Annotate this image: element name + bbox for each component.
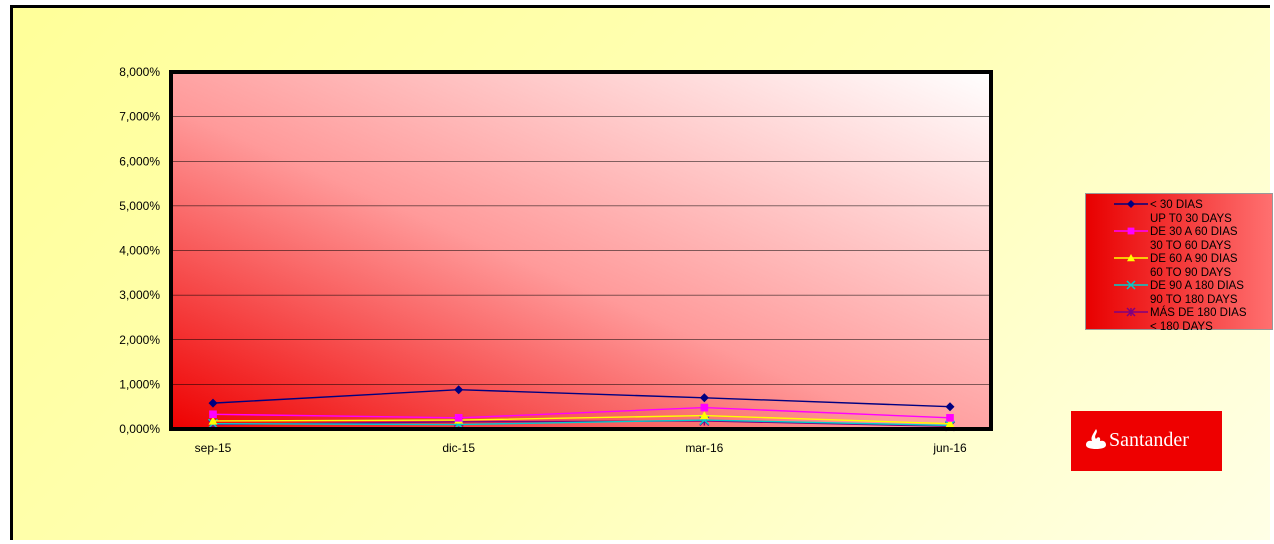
data-point — [700, 403, 709, 412]
legend-swatch — [1114, 307, 1148, 317]
flame-icon — [1086, 429, 1106, 449]
x-tick-label: dic-15 — [442, 441, 475, 455]
series-line — [212, 406, 951, 419]
legend-label: MÁS DE 180 DIAS < 180 DAYS — [1150, 306, 1247, 334]
legend-item: DE 30 A 60 DIAS 30 TO 60 DAYS — [1086, 225, 1274, 253]
data-point — [945, 419, 955, 428]
chart-legend: < 30 DIAS UP T0 30 DAYS DE 30 A 60 DIAS 30 … — [1085, 193, 1274, 333]
data-point — [945, 402, 955, 412]
data-point — [1126, 280, 1136, 290]
legend-label: < 30 DIAS UP T0 30 DAYS — [1150, 198, 1232, 226]
x-tick-label: jun-16 — [932, 441, 967, 455]
y-tick-label: 4,000% — [119, 244, 160, 258]
legend-label-es: MÁS DE 180 DIAS — [1150, 307, 1247, 319]
legend-label: DE 90 A 180 DIAS 90 TO 180 DAYS — [1150, 279, 1244, 307]
legend-label: DE 60 A 90 DIAS 60 TO 90 DAYS — [1150, 252, 1238, 280]
x-tick-label: sep-15 — [195, 441, 232, 455]
legend-label-en: 90 TO 180 DAYS — [1150, 294, 1238, 306]
legend-item: MÁS DE 180 DIAS < 180 DAYS — [1086, 306, 1274, 334]
legend-swatch — [1114, 200, 1148, 208]
series-line — [212, 419, 951, 427]
data-point — [208, 398, 218, 408]
legend-item: < 30 DIAS UP T0 30 DAYS — [1086, 198, 1274, 226]
logo-text: Santander — [1109, 429, 1189, 451]
y-tick-label: 2,000% — [119, 333, 160, 347]
legend-label-en: < 180 DAYS — [1150, 321, 1213, 333]
legend-label-es: DE 60 A 90 DIAS — [1150, 253, 1238, 265]
data-point — [208, 416, 218, 425]
y-tick-label: 7,000% — [119, 110, 160, 124]
data-point — [1127, 200, 1135, 208]
series-line — [212, 389, 951, 408]
legend-item: DE 60 A 90 DIAS 60 TO 90 DAYS — [1086, 252, 1274, 280]
legend-swatch — [1114, 280, 1148, 290]
data-point — [699, 411, 709, 420]
legend-label-en: UP T0 30 DAYS — [1150, 213, 1232, 225]
legend-swatch — [1114, 227, 1148, 235]
legend-label: DE 30 A 60 DIAS 30 TO 60 DAYS — [1150, 225, 1238, 253]
data-point — [699, 393, 709, 403]
data-point — [209, 410, 217, 419]
series-line — [212, 420, 951, 428]
data-point — [454, 385, 464, 395]
legend-label-es: < 30 DIAS — [1150, 199, 1203, 211]
y-tick-label: 1,000% — [119, 377, 160, 391]
data-point — [1126, 307, 1136, 317]
data-point — [946, 414, 954, 422]
y-tick-label: 3,000% — [119, 288, 160, 302]
y-tick-label: 5,000% — [119, 199, 160, 213]
legend-label-en: 60 TO 90 DAYS — [1150, 267, 1232, 279]
x-tick-label: mar-16 — [685, 441, 723, 455]
series-line — [212, 414, 951, 425]
data-point — [1127, 254, 1135, 262]
legend-label-es: DE 30 A 60 DIAS — [1150, 226, 1238, 238]
y-tick-label: 6,000% — [119, 154, 160, 168]
legend-item: DE 90 A 180 DIAS 90 TO 180 DAYS — [1086, 279, 1274, 307]
y-tick-label: 0,000% — [119, 422, 160, 436]
legend-label-en: 30 TO 60 DAYS — [1150, 240, 1232, 252]
y-tick-label: 8,000% — [119, 65, 160, 79]
legend-swatch — [1114, 254, 1148, 262]
santander-logo: Santander — [1071, 411, 1222, 471]
data-point — [1127, 227, 1135, 235]
data-point — [454, 414, 463, 422]
legend-label-es: DE 90 A 180 DIAS — [1150, 280, 1244, 292]
